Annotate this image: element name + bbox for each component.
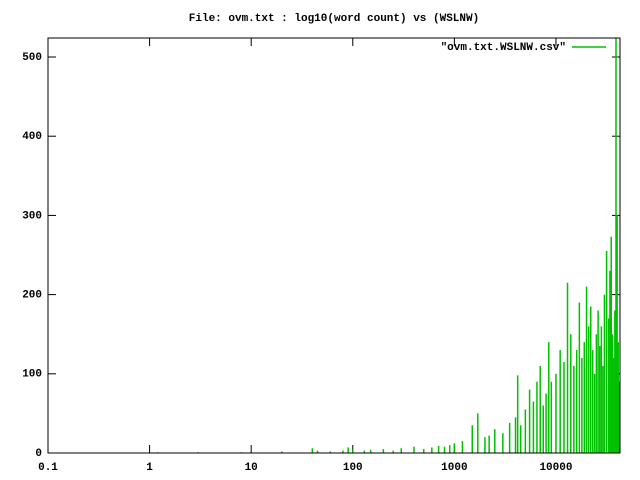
x-tick-label: 1 xyxy=(146,462,153,474)
chart-title: File: ovm.txt : log10(word count) vs (WS… xyxy=(189,13,479,25)
y-tick-label: 200 xyxy=(22,290,42,302)
plot-frame xyxy=(47,37,621,454)
y-tick-label: 0 xyxy=(35,448,42,460)
x-tick-label: 10 xyxy=(245,462,258,474)
y-tick-label: 100 xyxy=(22,369,42,381)
x-tick-label: 1000 xyxy=(441,462,467,474)
y-tick-label: 300 xyxy=(22,210,42,222)
x-tick-label: 10000 xyxy=(539,462,572,474)
y-tick-label: 400 xyxy=(22,131,42,143)
x-tick-label: 100 xyxy=(343,462,363,474)
x-tick-label: 0.1 xyxy=(38,462,58,474)
legend-label: "ovm.txt.WSLNW.csv" xyxy=(441,42,566,54)
y-tick-label: 500 xyxy=(22,52,42,64)
